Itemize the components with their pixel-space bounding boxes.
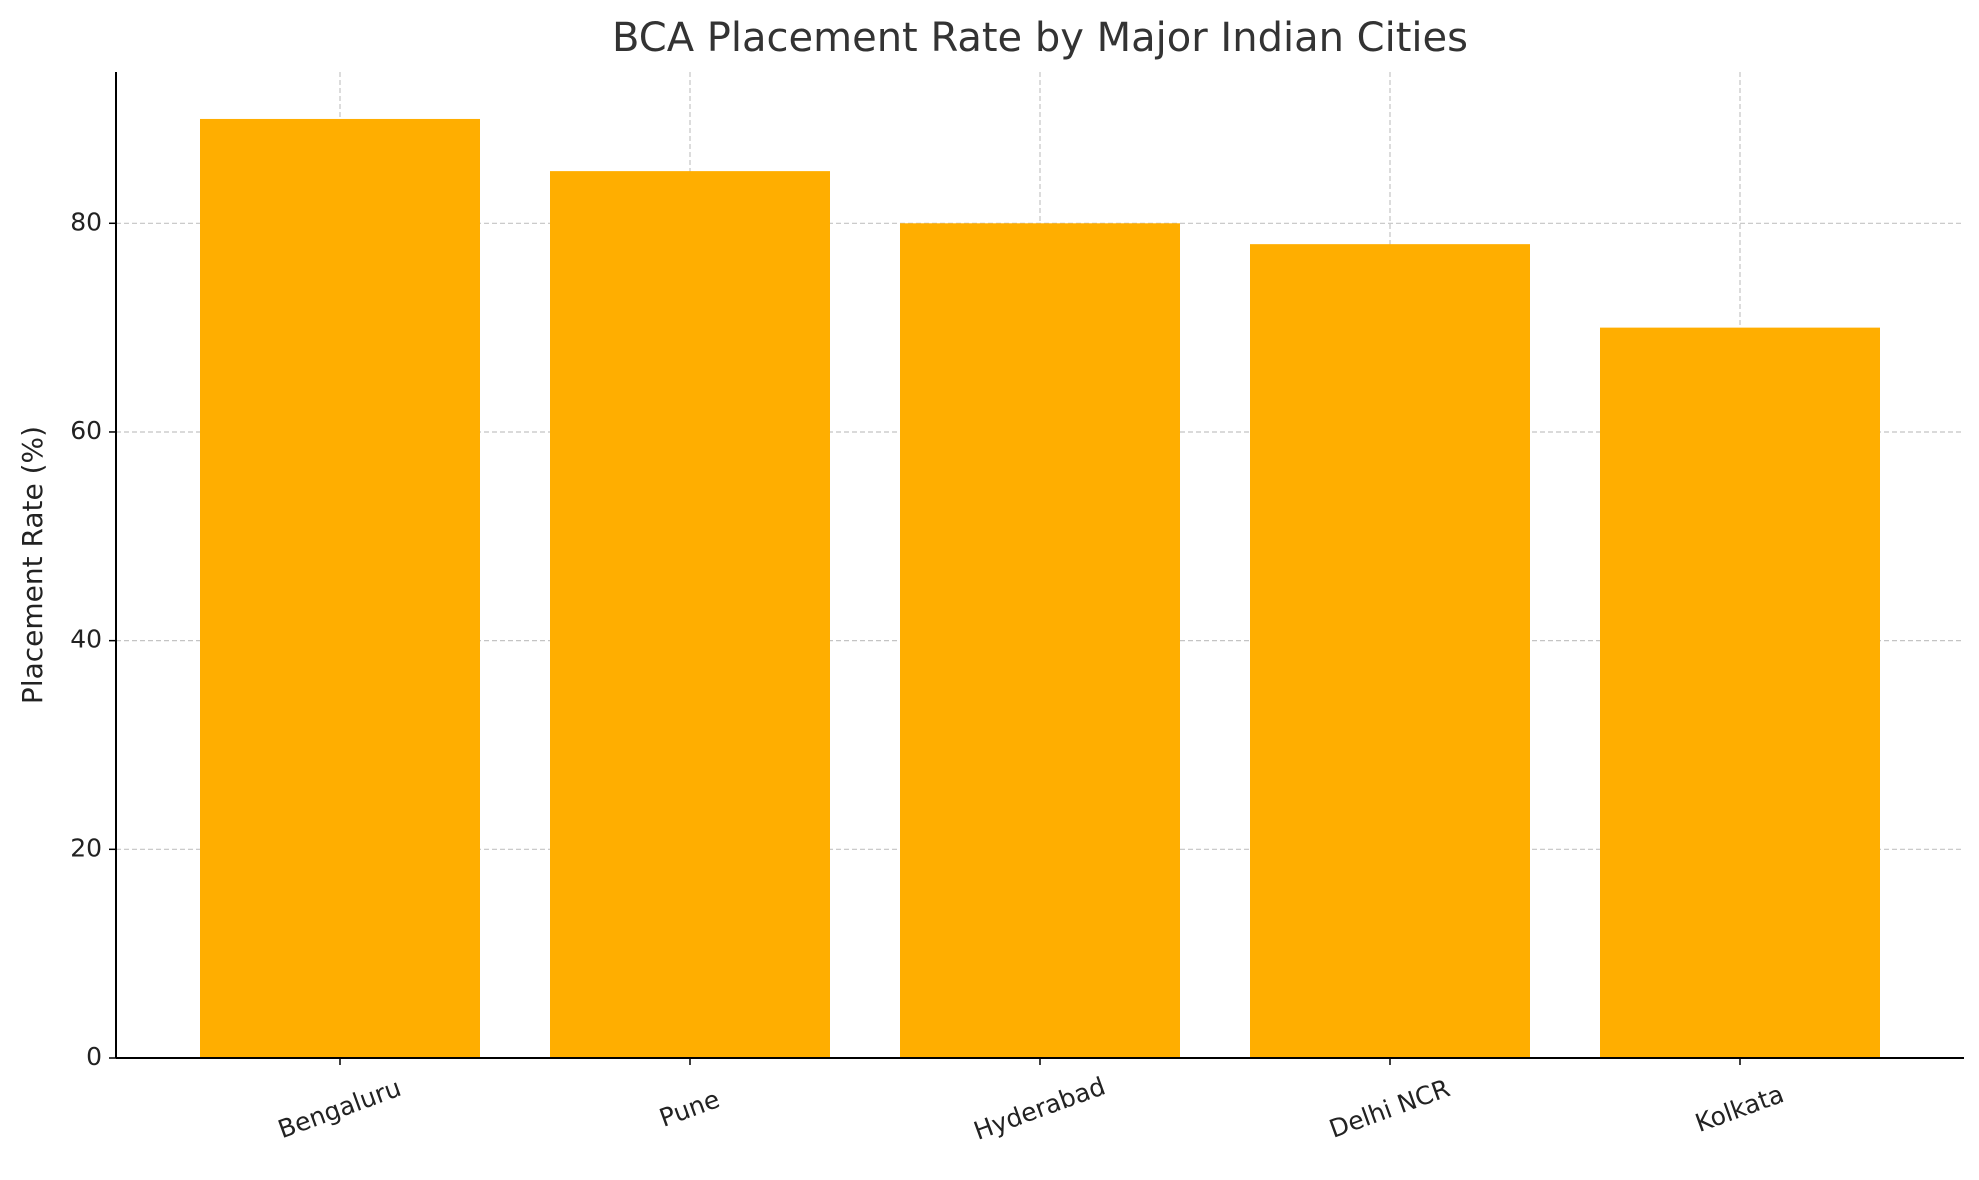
- x-tick-label: Bengaluru: [274, 1073, 405, 1144]
- bar: [1250, 244, 1530, 1058]
- y-tick-label: 20: [70, 833, 102, 862]
- chart-title: BCA Placement Rate by Major Indian Citie…: [612, 15, 1468, 61]
- bar: [1600, 327, 1880, 1058]
- y-tick-label: 60: [70, 416, 102, 445]
- x-tick-label: Kolkata: [1691, 1079, 1787, 1138]
- y-tick-label: 80: [70, 207, 102, 236]
- x-tick-label: Hyderabad: [970, 1071, 1109, 1145]
- y-axis-label: Placement Rate (%): [16, 426, 49, 704]
- y-tick-label: 40: [70, 625, 102, 654]
- y-tick-label: 0: [86, 1042, 102, 1071]
- x-tick-label: Delhi NCR: [1325, 1073, 1453, 1143]
- bar: [200, 118, 480, 1058]
- bar: [900, 223, 1180, 1058]
- bar: [550, 171, 830, 1058]
- x-tick-label: Pune: [656, 1084, 724, 1132]
